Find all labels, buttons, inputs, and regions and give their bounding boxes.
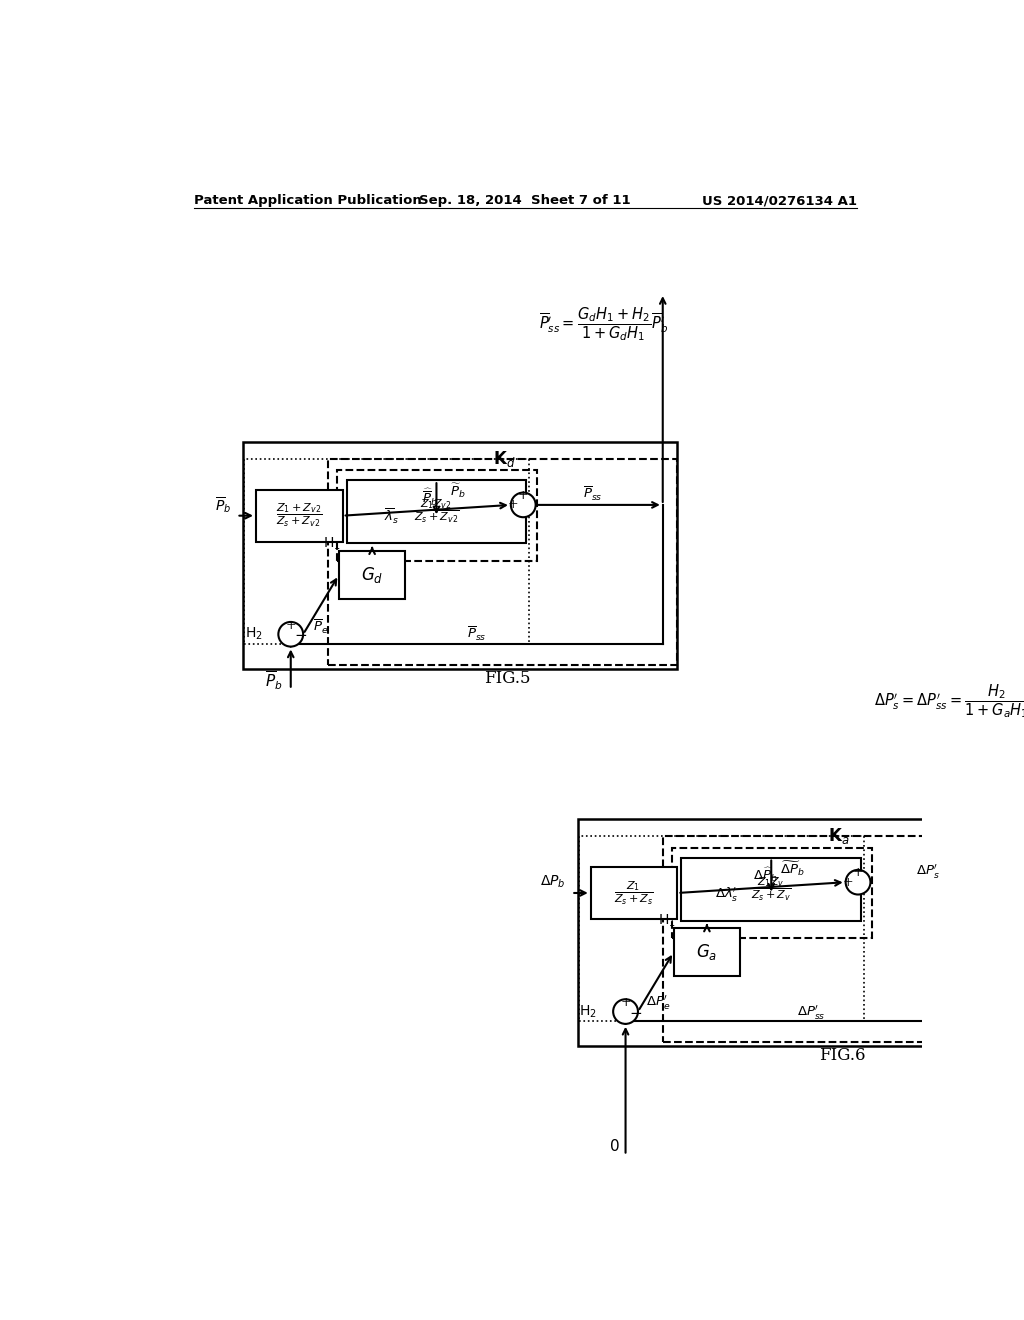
Text: $\Delta P_e^{\prime}$: $\Delta P_e^{\prime}$ — [646, 994, 671, 1011]
Text: +: + — [508, 499, 518, 511]
Text: US 2014/0276134 A1: US 2014/0276134 A1 — [701, 194, 856, 207]
Text: $\overline{P}_{ss}$: $\overline{P}_{ss}$ — [467, 626, 486, 643]
Bar — [672, 847, 872, 939]
Bar — [337, 470, 538, 561]
Text: $\overline{P}_e$: $\overline{P}_e$ — [312, 618, 328, 636]
Text: +: + — [621, 995, 631, 1008]
Text: $\mathrm{H}_1$: $\mathrm{H}_1$ — [323, 535, 341, 552]
Bar — [328, 459, 677, 665]
Circle shape — [846, 870, 870, 895]
Text: $-$: $-$ — [629, 1005, 642, 1019]
Bar — [591, 867, 678, 919]
Text: $\Delta P_b$: $\Delta P_b$ — [541, 874, 566, 891]
Text: $G_d$: $G_d$ — [361, 565, 383, 585]
Bar — [578, 818, 1012, 1047]
Text: Sep. 18, 2014  Sheet 7 of 11: Sep. 18, 2014 Sheet 7 of 11 — [419, 194, 631, 207]
Circle shape — [511, 492, 536, 517]
Text: $\mathrm{H}_1$: $\mathrm{H}_1$ — [657, 912, 676, 929]
Circle shape — [279, 622, 303, 647]
Text: $\overline{P}_{ss}$: $\overline{P}_{ss}$ — [584, 484, 603, 503]
Bar — [245, 459, 529, 644]
Text: $\Delta\lambda_s^{\prime}$: $\Delta\lambda_s^{\prime}$ — [715, 884, 738, 903]
Text: Patent Application Publication: Patent Application Publication — [194, 194, 422, 207]
Text: $\dfrac{Z_1+Z_{v2}}{Z_s+Z_{v2}}$: $\dfrac{Z_1+Z_{v2}}{Z_s+Z_{v2}}$ — [276, 502, 323, 529]
Text: $-$: $-$ — [294, 627, 307, 642]
Circle shape — [613, 999, 638, 1024]
Text: $\Delta P_{ss}^{\prime}$: $\Delta P_{ss}^{\prime}$ — [798, 1003, 825, 1020]
Text: $\mathrm{H}_2$: $\mathrm{H}_2$ — [580, 1003, 597, 1020]
Text: $\widetilde{P}_b$: $\widetilde{P}_b$ — [450, 482, 465, 500]
Text: $G_a$: $G_a$ — [696, 942, 718, 962]
Text: $\dfrac{Z_1 Z_v}{Z_s+Z_v}$: $\dfrac{Z_1 Z_v}{Z_s+Z_v}$ — [751, 875, 792, 903]
Text: FIG.5: FIG.5 — [484, 669, 531, 686]
Bar — [674, 928, 740, 977]
Text: FIG.6: FIG.6 — [819, 1047, 866, 1064]
Bar — [663, 836, 1012, 1043]
Text: $\mathbf{K}_d$: $\mathbf{K}_d$ — [493, 449, 515, 469]
Text: $\widetilde{\Delta P}_b$: $\widetilde{\Delta P}_b$ — [780, 859, 805, 878]
Text: +: + — [286, 619, 296, 631]
Text: +: + — [518, 490, 528, 502]
Text: $\dfrac{Z_1}{Z_s+Z_s}$: $\dfrac{Z_1}{Z_s+Z_s}$ — [614, 879, 654, 907]
Bar — [339, 552, 406, 599]
Text: $\Delta P_s^{\prime}$: $\Delta P_s^{\prime}$ — [915, 862, 940, 880]
Text: $\mathrm{H}_2$: $\mathrm{H}_2$ — [245, 626, 262, 643]
Text: $\overline{P}_b$: $\overline{P}_b$ — [265, 669, 283, 692]
Bar — [579, 836, 864, 1020]
Bar — [681, 858, 861, 921]
Bar — [256, 490, 343, 543]
Text: $\dfrac{Z_1 Z_{v2}}{Z_s+Z_{v2}}$: $\dfrac{Z_1 Z_{v2}}{Z_s+Z_{v2}}$ — [414, 498, 459, 525]
Text: $0$: $0$ — [608, 1138, 620, 1154]
Bar — [243, 442, 677, 669]
Text: $\widehat{\overline{P}}_b$: $\widehat{\overline{P}}_b$ — [423, 487, 438, 508]
Text: +: + — [843, 875, 853, 888]
Text: $\overline{P}_b$: $\overline{P}_b$ — [215, 495, 231, 515]
Text: $\mathbf{K}_a$: $\mathbf{K}_a$ — [828, 826, 849, 846]
Bar — [346, 480, 526, 544]
Text: $\overline{\lambda}_s$: $\overline{\lambda}_s$ — [384, 507, 399, 527]
Text: $\Delta\widehat{P}_b$: $\Delta\widehat{P}_b$ — [753, 866, 777, 883]
Text: +: + — [853, 866, 863, 879]
Text: $\Delta P_s^{\prime} = \Delta P_{ss}^{\prime} = \dfrac{H_2}{1+G_a H_1}\Delta P_b: $\Delta P_s^{\prime} = \Delta P_{ss}^{\p… — [873, 682, 1024, 721]
Text: $\overline{P}_{ss}^{\prime} = \dfrac{G_d H_1 + H_2}{1+G_d H_1}\overline{P}_b^{\p: $\overline{P}_{ss}^{\prime} = \dfrac{G_d… — [539, 305, 668, 343]
